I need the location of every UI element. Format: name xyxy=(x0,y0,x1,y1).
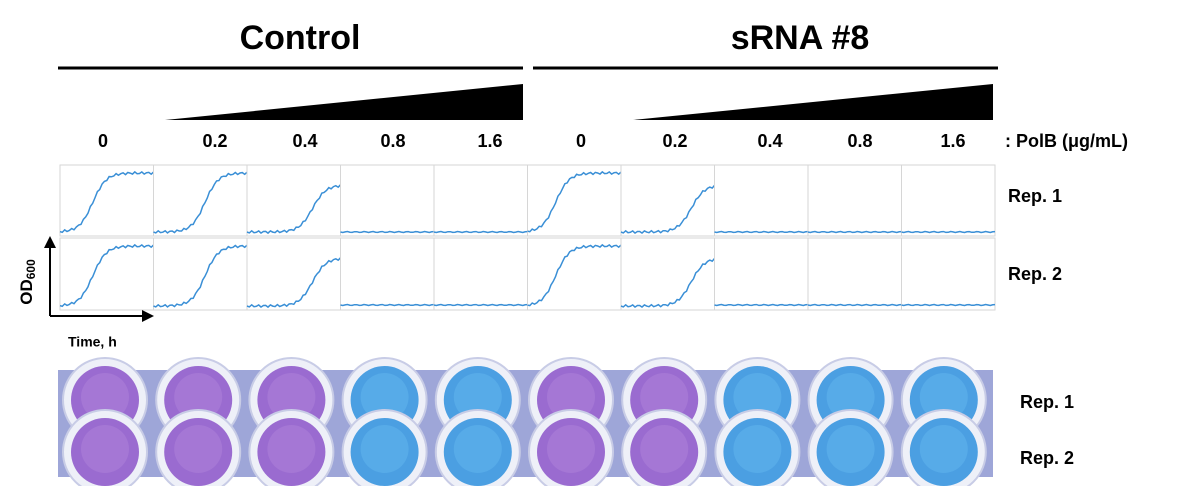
panel xyxy=(340,164,435,237)
well-inner xyxy=(267,373,316,421)
well-inner xyxy=(174,425,223,473)
growth-curve xyxy=(433,230,528,234)
panel xyxy=(153,164,248,237)
growth-curve xyxy=(714,303,809,307)
growth-curves xyxy=(59,164,996,311)
well-inner xyxy=(919,373,968,421)
growth-curve xyxy=(527,243,622,307)
well-inner xyxy=(733,373,782,421)
well-inner xyxy=(81,373,129,421)
growth-curve xyxy=(527,170,622,233)
panel xyxy=(340,237,435,311)
concentration-label: 0.4 xyxy=(292,131,317,151)
row-label: Rep. 1 xyxy=(1008,186,1062,206)
well-inner xyxy=(453,425,502,473)
concentration-label: 0.8 xyxy=(380,131,405,151)
well-inner xyxy=(174,373,223,421)
panel xyxy=(901,237,996,311)
well-inner xyxy=(919,425,968,473)
row-label: Rep. 2 xyxy=(1008,264,1062,284)
growth-curve xyxy=(59,170,155,234)
row-label: Rep. 2 xyxy=(1020,448,1074,468)
well-inner xyxy=(547,373,595,421)
growth-curve xyxy=(246,184,342,235)
well-inner xyxy=(547,425,595,473)
concentration-label: 1.6 xyxy=(940,131,965,151)
panel xyxy=(246,164,341,237)
growth-curve xyxy=(153,171,248,234)
well-inner xyxy=(360,373,409,421)
panel xyxy=(807,164,902,237)
well-inner xyxy=(640,373,689,421)
panel xyxy=(807,237,902,311)
growth-curve xyxy=(59,243,155,308)
concentration-label: 1.6 xyxy=(477,131,502,151)
growth-curve xyxy=(901,303,996,307)
panel xyxy=(246,237,341,311)
growth-curve xyxy=(340,303,435,307)
panel xyxy=(620,164,715,237)
y-axis-label: OD600 xyxy=(17,259,38,305)
well-inner xyxy=(826,373,875,421)
growth-curve xyxy=(620,184,716,235)
y-axis-subscript: 600 xyxy=(24,259,38,279)
growth-curve xyxy=(901,230,996,234)
panel xyxy=(714,164,809,237)
well-inner xyxy=(267,425,316,473)
concentration-label: 0.2 xyxy=(662,131,687,151)
growth-curve xyxy=(807,230,902,234)
gradient-wedge xyxy=(633,84,993,120)
wells xyxy=(62,357,987,491)
panel xyxy=(59,164,154,237)
panel xyxy=(59,237,154,311)
growth-curve xyxy=(433,303,528,307)
group-title: Control xyxy=(240,19,361,57)
panel xyxy=(620,237,715,311)
growth-curve xyxy=(714,230,809,234)
growth-curve xyxy=(620,258,716,309)
arrow-head xyxy=(142,310,154,322)
concentration-label: 0 xyxy=(576,131,586,151)
arrow-head xyxy=(44,236,56,248)
well-inner xyxy=(360,425,409,473)
panel xyxy=(433,164,528,237)
panel xyxy=(714,237,809,311)
well-inner xyxy=(453,373,502,421)
concentration-label: 0.2 xyxy=(202,131,227,151)
growth-curve xyxy=(807,303,902,307)
well-inner xyxy=(733,425,782,473)
concentration-label: 0.4 xyxy=(757,131,782,151)
growth-curve xyxy=(153,244,248,308)
growth-curve xyxy=(246,257,342,309)
concentration-label: 0.8 xyxy=(847,131,872,151)
concentration-label: 0 xyxy=(98,131,108,151)
x-axis-label: Time, h xyxy=(68,334,117,350)
y-axis-label-main: OD xyxy=(17,279,36,305)
panel xyxy=(153,237,248,311)
growth-curve xyxy=(340,230,435,234)
panel xyxy=(433,237,528,311)
gradient-wedge xyxy=(165,84,523,120)
row-label: Rep. 1 xyxy=(1020,392,1074,412)
well-inner xyxy=(640,425,689,473)
well-inner xyxy=(826,425,875,473)
group-title: sRNA #8 xyxy=(731,19,870,57)
unit-label: : PolB (μg/mL) xyxy=(1005,131,1128,151)
panel xyxy=(901,164,996,237)
well-inner xyxy=(81,425,129,473)
